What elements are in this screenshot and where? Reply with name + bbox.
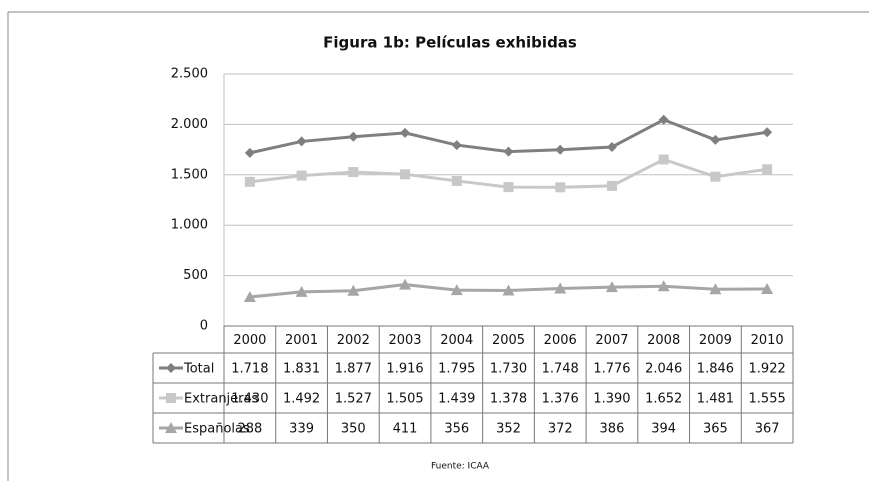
point [243,290,256,302]
point [451,140,462,151]
x-tick-label: 2007 [595,333,628,348]
table-value: 1.376 [542,392,579,407]
point [555,144,566,155]
legend-label: Españolas [184,422,250,437]
table-value: 1.390 [593,392,630,407]
point [761,283,774,295]
table-value: 1.430 [231,392,268,407]
table-value: 367 [755,422,780,437]
source: Fuente: ICAA [431,462,490,472]
table-value: 1.527 [335,392,372,407]
x-tick-label: 2000 [233,333,266,348]
point [605,281,618,293]
x-tick-label: 2006 [544,333,577,348]
point [399,278,412,290]
x-tick-label: 2001 [285,333,318,348]
point [762,127,773,138]
table-value: 1.846 [697,362,734,377]
legend-marker [166,363,176,373]
table-value: 1.652 [645,392,682,407]
table-value: 1.730 [490,362,527,377]
table-value: 365 [703,422,728,437]
x-tick-label: 2008 [647,333,680,348]
table-value: 411 [393,422,418,437]
table-value: 1.776 [593,362,630,377]
point [658,154,669,165]
x-tick-label: 2003 [388,333,421,348]
point [606,180,617,191]
point [348,131,359,142]
point [348,167,359,178]
point [606,141,617,152]
point [503,146,514,157]
point [347,284,360,296]
table-value: 356 [444,422,469,437]
chart-title: Figura 1b: Películas exhibidas [323,34,577,52]
table-value: 372 [548,422,573,437]
point [555,182,566,193]
point [450,284,463,296]
legend-marker [165,422,177,433]
table-value: 339 [289,422,314,437]
table-value: 1.877 [335,362,372,377]
table-value: 352 [496,422,521,437]
point [400,127,411,138]
legend-label: Extranjeras [184,392,258,407]
point [503,182,514,193]
point [502,284,515,296]
table-value: 1.555 [749,392,786,407]
x-tick-label: 2002 [337,333,370,348]
table-value: 1.439 [438,392,475,407]
table-value: 1.718 [231,362,268,377]
point [657,280,670,292]
table-value: 1.922 [749,362,786,377]
x-tick-label: 2009 [699,333,732,348]
point [658,114,669,125]
point [710,134,721,145]
table-value: 2.046 [645,362,682,377]
x-tick-label: 2010 [751,333,784,348]
legend-label: Total [183,362,214,377]
y-tick-label: 1.000 [171,218,208,233]
point [554,282,567,294]
table-value: 1.378 [490,392,527,407]
table-value: 1.831 [283,362,320,377]
point [244,176,255,187]
point [451,175,462,186]
legend-marker [166,393,176,403]
table-value: 1.481 [697,392,734,407]
table-value: 1.492 [283,392,320,407]
y-tick-label: 2.000 [171,117,208,132]
point [244,147,255,158]
y-tick-label: 1.500 [171,167,208,182]
table-value: 1.505 [386,392,423,407]
table-value: 394 [651,422,676,437]
table-value: 350 [341,422,366,437]
point [296,170,307,181]
table-value: 1.748 [542,362,579,377]
x-tick-label: 2005 [492,333,525,348]
table-value: 288 [237,422,262,437]
point [762,164,773,175]
y-tick-label: 0 [200,319,208,334]
table-value: 1.916 [386,362,423,377]
table-value: 386 [600,422,625,437]
point [296,136,307,147]
point [295,285,308,297]
point [709,283,722,295]
table-value: 1.795 [438,362,475,377]
point [400,169,411,180]
x-tick-label: 2004 [440,333,473,348]
point [710,171,721,182]
y-tick-label: 500 [183,268,208,283]
y-tick-label: 2.500 [171,67,208,82]
